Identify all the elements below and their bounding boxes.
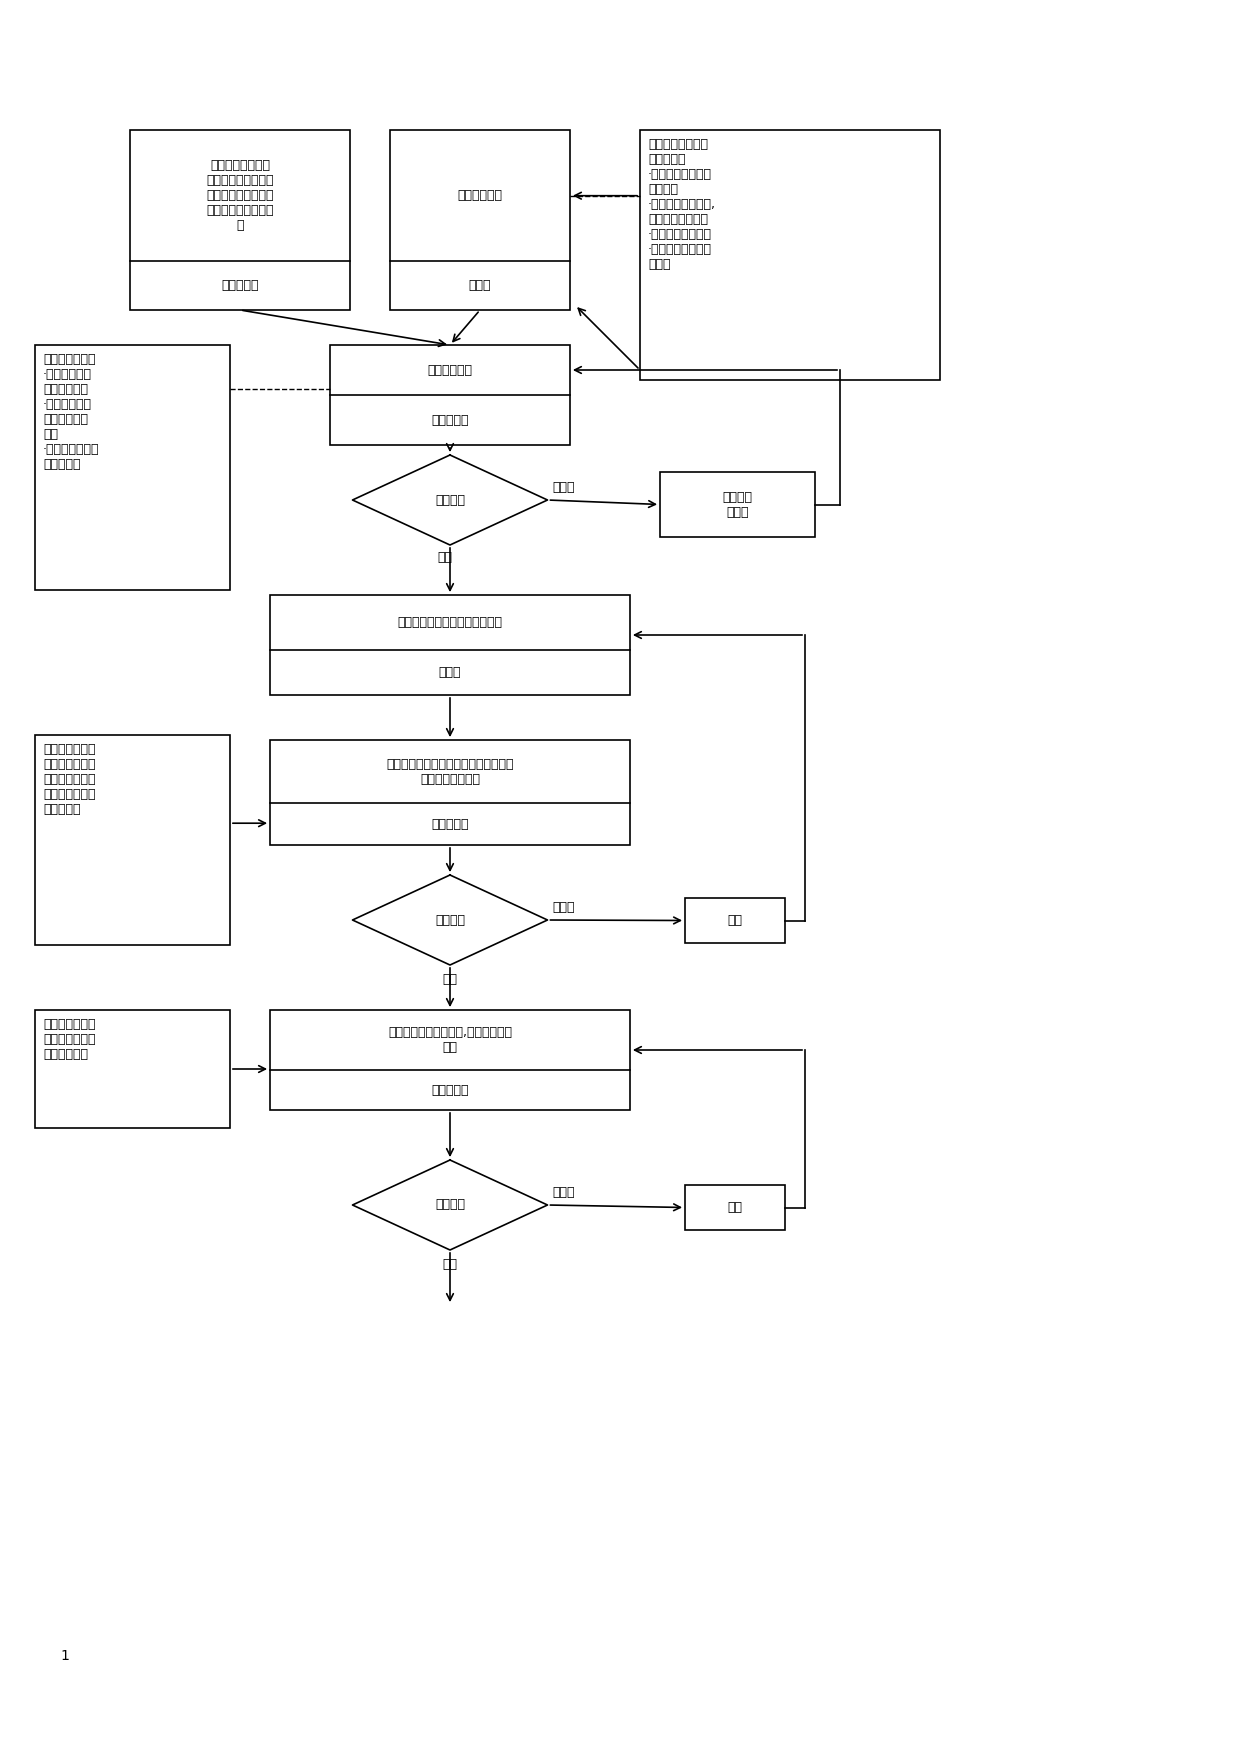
- Text: 监理工程师: 监理工程师: [432, 817, 469, 831]
- Bar: [130, 130, 350, 310]
- Bar: [684, 1185, 785, 1231]
- Text: 监理工程师: 监理工程师: [432, 1083, 469, 1096]
- Text: 熟悉消防工程施工
图，与各专业安装、
土建图对照、检查有
无矛盾，参加图纸会
审: 熟悉消防工程施工 图，与各专业安装、 土建图对照、检查有 无矛盾，参加图纸会 审: [206, 160, 274, 231]
- Text: 退换: 退换: [728, 913, 743, 927]
- Text: 承包人: 承包人: [469, 279, 491, 293]
- Bar: [330, 345, 570, 445]
- Bar: [35, 1010, 229, 1127]
- Text: 合格: 合格: [443, 1259, 458, 1271]
- Text: 检查器材规格型
号是否与设计相
符，质保文件是
否齐全，外观有
无质量问题: 检查器材规格型 号是否与设计相 符，质保文件是 否齐全，外观有 无质量问题: [43, 743, 95, 815]
- Text: 审核结果: 审核结果: [435, 494, 465, 507]
- Bar: [270, 740, 630, 845]
- Bar: [35, 345, 229, 591]
- Text: 监理工程师: 监理工程师: [221, 279, 259, 293]
- Text: 按设计要求验收消防器材，施工材料，
必要时做材性试验: 按设计要求验收消防器材，施工材料， 必要时做材性试验: [386, 757, 513, 785]
- Text: 现场验收制作的零部件,预埋件及隐蔽
工程: 现场验收制作的零部件,预埋件及隐蔽 工程: [388, 1026, 512, 1054]
- Text: 合格: 合格: [443, 973, 458, 985]
- Text: 1: 1: [60, 1650, 69, 1664]
- Bar: [684, 898, 785, 943]
- Bar: [270, 1010, 630, 1110]
- Text: 不同意: 不同意: [553, 480, 575, 494]
- Text: 不合格: 不合格: [553, 1187, 575, 1199]
- Text: 不合格: 不合格: [553, 901, 575, 913]
- Bar: [660, 472, 815, 536]
- Text: 制作零部件、预埋件及隐蔽工程: 制作零部件、预埋件及隐蔽工程: [398, 615, 502, 629]
- Text: 承包人修
改完善: 承包人修 改完善: [723, 491, 753, 519]
- Text: 按要求填写各栏目
并须附上：
·施工组织设计，施
工方案；
·消防专业技术人员,
工人数量及证件；
·机械品种、数量；
·承包人、分包人资
质证件: 按要求填写各栏目 并须附上： ·施工组织设计，施 工方案； ·消防专业技术人员,…: [649, 138, 715, 272]
- Text: 填报开工申请: 填报开工申请: [458, 189, 502, 202]
- Text: 审核结果: 审核结果: [435, 913, 465, 927]
- Text: 审核开工申请: 审核开工申请: [428, 363, 472, 377]
- Bar: [640, 130, 940, 380]
- Text: 审核内容包括：
·承包人、分包
人资质证书；
·有关工种操作
人员的上岗证
书；
·施工组织设计、
施工方案；: 审核内容包括： ·承包人、分包 人资质证书； ·有关工种操作 人员的上岗证 书；…: [43, 352, 99, 472]
- Text: 返工: 返工: [728, 1201, 743, 1215]
- Text: 监理工程师: 监理工程师: [432, 414, 469, 426]
- Text: 检查零部件制作
和隐蔽工程是否
符合设计要求: 检查零部件制作 和隐蔽工程是否 符合设计要求: [43, 1018, 95, 1061]
- Bar: [391, 130, 570, 310]
- Bar: [270, 594, 630, 694]
- Text: 验收结果: 验收结果: [435, 1199, 465, 1211]
- Text: 同意: 同意: [438, 550, 453, 564]
- Text: 承包人: 承包人: [439, 666, 461, 678]
- Bar: [35, 735, 229, 945]
